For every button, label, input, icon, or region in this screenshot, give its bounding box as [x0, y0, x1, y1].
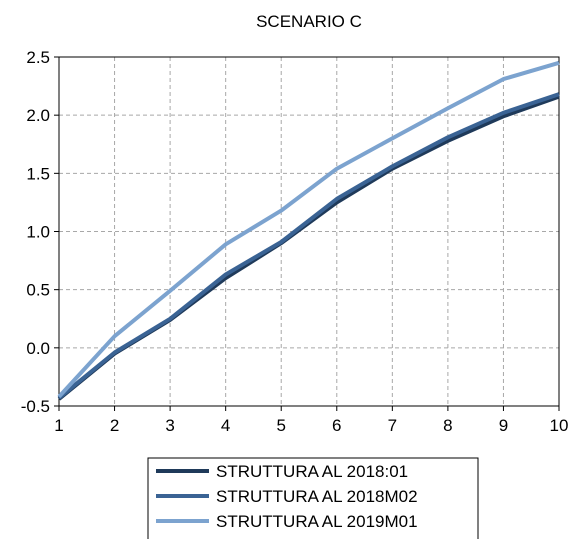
series-lines: [57, 60, 560, 401]
legend-label-2018m02: STRUTTURA AL 2018M02: [216, 487, 418, 506]
y-tick-label: 2.0: [26, 106, 50, 125]
x-tick-label: 9: [499, 416, 508, 435]
x-tick-label: 7: [388, 416, 397, 435]
y-axis: -0.5 0.0 0.5 1.0 1.5 2.0 2.5: [21, 48, 59, 416]
series-line-2018m02: [57, 92, 560, 400]
series-line-2019m01: [57, 60, 560, 399]
x-axis: 1 2 3 4 5 6 7 8 9 10: [54, 406, 568, 435]
x-tick-label: 10: [550, 416, 569, 435]
x-tick-label: 3: [165, 416, 174, 435]
y-tick-label: 0.5: [26, 281, 50, 300]
y-tick-label: 1.0: [26, 223, 50, 242]
x-tick-label: 5: [276, 416, 285, 435]
x-tick-label: 8: [443, 416, 452, 435]
x-tick-label: 2: [110, 416, 119, 435]
x-tick-label: 6: [332, 416, 341, 435]
y-tick-label: 1.5: [26, 164, 50, 183]
y-tick-label: -0.5: [21, 397, 50, 416]
x-tick-label: 4: [221, 416, 230, 435]
legend-label-2018-01: STRUTTURA AL 2018:01: [216, 462, 408, 481]
series-line-2018-01: [57, 94, 560, 401]
grid-lines: [59, 57, 559, 406]
y-tick-label: 0.0: [26, 339, 50, 358]
x-tick-label: 1: [54, 416, 63, 435]
legend: STRUTTURA AL 2018:01 STRUTTURA AL 2018M0…: [147, 457, 479, 539]
chart-title: SCENARIO C: [256, 12, 362, 31]
y-tick-label: 2.5: [26, 48, 50, 67]
plot-frame: [58, 56, 560, 407]
legend-label-2019m01: STRUTTURA AL 2019M01: [216, 512, 418, 531]
